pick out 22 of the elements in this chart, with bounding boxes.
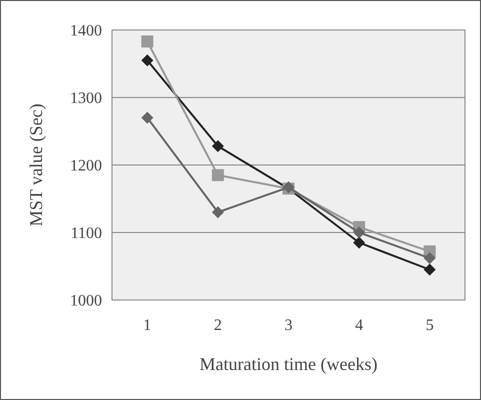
point	[424, 264, 436, 276]
point	[141, 54, 154, 66]
point	[141, 35, 154, 48]
x-axis-title: Maturation time (weeks)	[200, 354, 378, 374]
x-tick-label: 4	[355, 317, 364, 334]
x-tick-label: 1	[143, 317, 152, 334]
y-tick-label: 1200	[70, 158, 102, 175]
point	[212, 169, 224, 182]
x-tick-label: 5	[426, 317, 434, 334]
point	[212, 140, 224, 152]
y-axis-title: MST value (Sec)	[26, 104, 46, 226]
y-tick-label: 1100	[70, 225, 102, 242]
point	[353, 226, 366, 238]
point	[424, 252, 436, 264]
y-tick-label: 1300	[70, 90, 102, 108]
x-tick-label: 3	[284, 317, 292, 334]
y-tick-label: 1400	[70, 22, 102, 40]
point	[353, 236, 366, 249]
point	[212, 206, 224, 218]
point	[141, 112, 154, 124]
y-tick-label: 1000	[70, 292, 102, 310]
x-tick-label: 2	[214, 317, 222, 334]
